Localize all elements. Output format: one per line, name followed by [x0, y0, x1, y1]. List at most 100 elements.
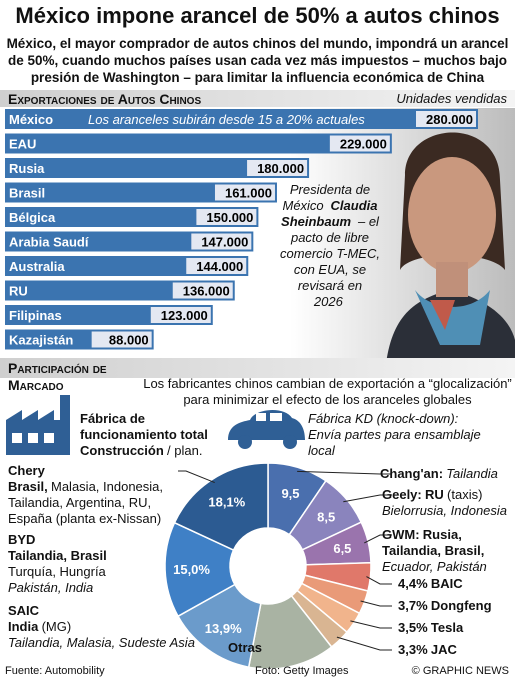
leader-line: [364, 534, 392, 544]
legend-kd-text: Envía partes para ensamblaje local: [308, 427, 481, 458]
value-label: 136.000: [183, 284, 230, 299]
pie-label: 3,7% Dongfeng: [398, 598, 513, 614]
value-label-box: [172, 282, 233, 299]
category-label: Geely:: [382, 487, 422, 502]
category-label: México: [9, 112, 53, 127]
category-label: Brasil: [9, 186, 45, 201]
pie-chart-title: Participación de Marcado: [8, 360, 107, 393]
bar-chart-title: Exportaciones de Autos Chinos: [8, 91, 202, 107]
value-label: 3,7%: [398, 598, 428, 613]
value-label: 280.000: [426, 112, 473, 127]
full-factory-legend: Fábrica de funcionamiento total Construc…: [80, 411, 220, 459]
slice-value-label: 6,5: [333, 541, 351, 556]
category-label: Dongfeng: [430, 598, 492, 613]
category-label: Tesla: [430, 620, 464, 635]
category-label: JAC: [430, 642, 457, 657]
kd-factories: Pakistán, India: [8, 580, 94, 595]
value-label: 180.000: [257, 161, 304, 176]
value-label-box: [150, 307, 211, 323]
pie-header-band: [0, 358, 515, 378]
category-label: Chery: [8, 463, 45, 478]
pie-label: Otras: [228, 640, 288, 656]
value-label: 161.000: [225, 186, 272, 201]
category-label: Kazajistán: [9, 333, 73, 348]
slice-value-label: 13,9%: [205, 621, 242, 636]
caption-name: Claudia Sheinbaum: [281, 198, 378, 229]
bar: [5, 182, 277, 203]
value-label: 88.000: [109, 333, 149, 348]
pie-label: Geely: RU (taxis) Bielorrusia, Indonesia: [382, 487, 512, 519]
full-factories: Rusia, Tailandia, Brasil,: [382, 527, 485, 558]
photo: [290, 108, 515, 372]
value-label: 144.000: [196, 259, 243, 274]
category-label: Otras: [228, 640, 262, 655]
value-label: 150.000: [206, 210, 253, 225]
legend-construction: Construcción: [80, 443, 164, 458]
planned-factories: Malasia, Indonesia, Tailandia, Argentina…: [8, 479, 164, 526]
category-label: Chang'an:: [380, 466, 444, 481]
subtitle: México, el mayor comprador de autos chin…: [6, 36, 509, 85]
pie-label: 4,4% BAIC: [398, 576, 513, 592]
full-factories: RU: [425, 487, 444, 502]
category-label: Bélgica: [9, 210, 56, 225]
pie-label: Chery Brasil, Malasia, Indonesia, Tailandi…: [8, 463, 186, 527]
value-label: 229.000: [340, 137, 387, 152]
pie-label: 3,5% Tesla: [398, 620, 513, 636]
bar: [5, 158, 310, 178]
category-label: Rusia: [9, 161, 45, 176]
kd-factories: Tailandia, Malasia, Sudeste Asia: [8, 635, 195, 650]
unit-label: Unidades vendidas: [396, 91, 507, 106]
pie-slice: [173, 462, 269, 552]
pie-label: BYD Tailandia, Brasil Turquía, Hungría Paki…: [8, 532, 178, 596]
planned-factories: (MG): [41, 619, 72, 634]
value-label: 3,3%: [398, 642, 428, 657]
bar: [5, 133, 392, 154]
credit: © GRAPHIC NEWS: [411, 665, 509, 677]
leader-line: [297, 470, 392, 475]
caption-text: Presidenta de México: [282, 182, 371, 213]
category-label: SAIC: [8, 603, 40, 618]
leader-line: [366, 576, 392, 585]
pie-label: 3,3% JAC: [398, 642, 513, 658]
planned-factories: Turquía, Hungría: [8, 564, 106, 579]
value-label-box: [196, 209, 257, 225]
category-label: Filipinas: [9, 308, 62, 323]
photo-credit: Foto: Getty Images: [255, 665, 349, 677]
bar-header-band: [0, 90, 515, 107]
leader-line: [336, 636, 392, 651]
leader-line: [360, 600, 392, 607]
kd-factories: Bielorrusia, Indonesia: [382, 503, 508, 518]
factory-icon: [6, 395, 70, 455]
value-label: 4,4%: [398, 576, 428, 591]
title: México impone arancel de 50% a autos chi…: [15, 3, 500, 28]
pie-slice: [164, 521, 236, 618]
slice-value-label: 9,5: [281, 486, 299, 501]
value-label-box: [329, 135, 390, 152]
full-factories: Tailandia, Brasil: [8, 548, 107, 563]
bar: [5, 231, 254, 252]
legend-kd-title: Fábrica KD (knock-down):: [308, 411, 459, 426]
value-label-box: [186, 258, 247, 274]
annotation: Los aranceles subirán desde 15 a 20% act…: [88, 112, 365, 127]
factories-heading: Los fabricantes chinos cambian de export…: [143, 376, 512, 407]
slice-value-label: 15,0%: [173, 562, 210, 577]
value-label-box: [191, 233, 252, 250]
value-label-box: [91, 331, 152, 348]
slice-value-label: 18,1%: [208, 495, 245, 510]
bar: [5, 109, 478, 129]
legend-full: Fábrica de funcionamiento total: [80, 411, 208, 442]
planned-factories: (taxis): [447, 487, 483, 502]
bar: [5, 207, 259, 227]
source: Fuente: Automobility: [5, 665, 105, 677]
value-label: 123.000: [161, 308, 208, 323]
category-label: BAIC: [430, 576, 463, 591]
slice-value-label: 8,5: [317, 509, 335, 524]
category-label: BYD: [8, 532, 36, 547]
value-label-box: [247, 160, 308, 176]
pie-label: Chang'an: Tailandia: [380, 466, 515, 482]
category-label: RU: [9, 284, 28, 299]
legend-plan: / plan.: [167, 443, 203, 458]
photo-caption: Presidenta de México Claudia Sheinbaum –…: [280, 182, 380, 310]
category-label: EAU: [9, 137, 36, 152]
